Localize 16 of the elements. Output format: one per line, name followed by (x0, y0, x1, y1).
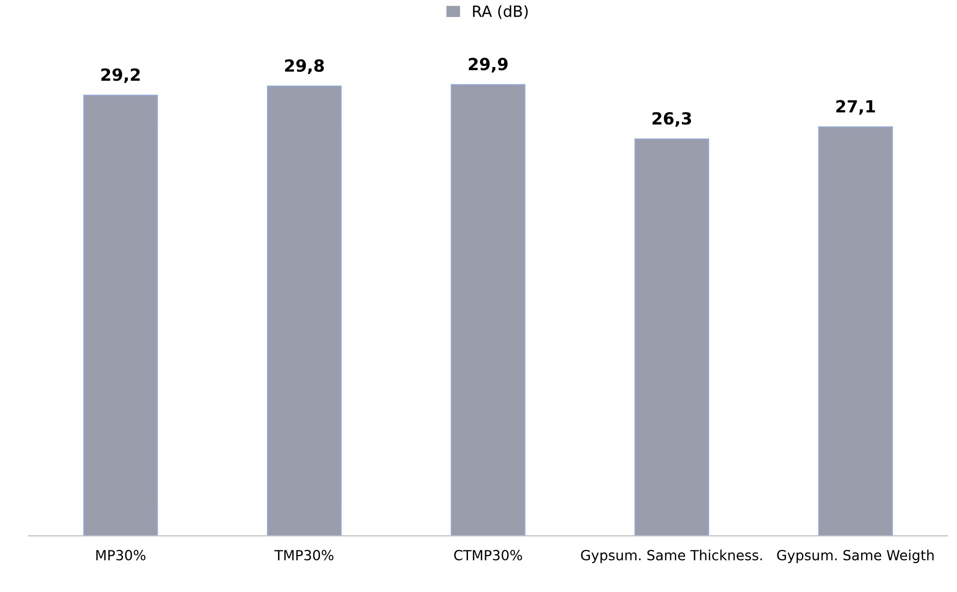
data-label: 27,1 (836, 100, 875, 115)
bar (634, 138, 710, 536)
data-label: 29,8 (285, 59, 324, 74)
x-tick-label: Gypsum. Same Thickness. (581, 550, 762, 564)
x-tick-label: TMP30% (274, 550, 334, 560)
x-tick-label: CTMP30% (454, 550, 522, 560)
bar (818, 126, 893, 536)
x-tick-label: MP30% (96, 550, 146, 560)
data-label: 26,3 (652, 112, 692, 127)
bar (267, 86, 342, 536)
bar (450, 84, 526, 536)
data-label: 29,2 (101, 68, 140, 84)
x-tick-label: Gypsum. Same Weigth (777, 550, 934, 564)
data-label: 29,9 (468, 58, 508, 72)
bar (83, 94, 158, 536)
legend-label: RA (dB) (473, 5, 528, 19)
